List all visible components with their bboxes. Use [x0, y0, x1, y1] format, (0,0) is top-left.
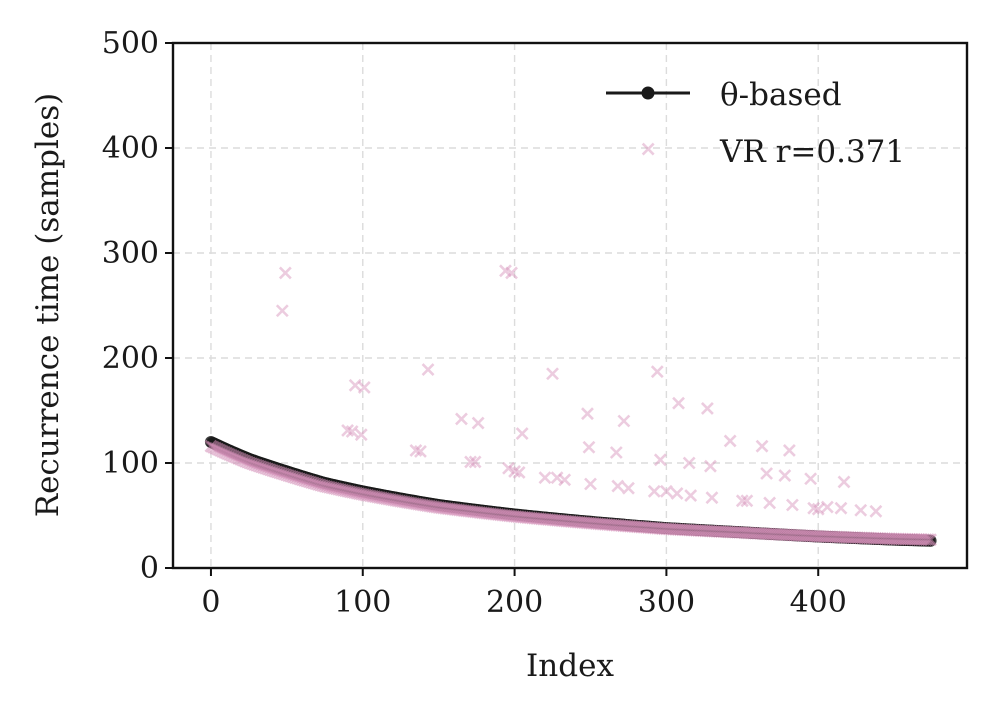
vr-point [609, 446, 623, 459]
vr-band-point [924, 533, 937, 547]
vr-point [807, 501, 821, 515]
vr-point [670, 487, 684, 500]
vr-point [785, 498, 799, 512]
vr-point [682, 456, 696, 470]
vr-point [672, 396, 685, 410]
vr-point [468, 455, 482, 469]
y-tick-label: 500 [102, 26, 159, 61]
vr-point [505, 266, 518, 280]
y-tick-label: 200 [102, 341, 159, 376]
vr-point [782, 443, 796, 457]
vr-point [837, 475, 851, 489]
x-tick-label: 300 [638, 585, 695, 620]
vr-band-point [921, 533, 935, 547]
vr-point [704, 459, 717, 473]
vr-point [581, 407, 594, 421]
vr-point [421, 363, 435, 376]
vr-point [811, 502, 825, 516]
grid-lines [173, 42, 967, 569]
vr-point [653, 453, 667, 467]
vr-point [455, 412, 468, 426]
vr-point [804, 472, 818, 486]
y-axis-ticks: 0 100 200 300 400 500 [102, 26, 173, 586]
vr-point [512, 466, 526, 479]
vr-point [471, 416, 485, 430]
legend-theta-marker [641, 86, 655, 100]
vr-point [348, 378, 362, 392]
vr-dense-band [204, 439, 937, 547]
vr-point [345, 425, 359, 438]
vr-point [700, 401, 714, 415]
vr-point [869, 504, 883, 518]
y-tick-label: 100 [102, 446, 159, 481]
vr-point [538, 471, 552, 485]
vr-point [755, 439, 769, 453]
vr-point [760, 467, 774, 480]
vr-point [546, 367, 559, 381]
vr-point [735, 494, 749, 508]
x-axis-ticks: 0 100 200 300 400 [201, 568, 847, 620]
vr-point [740, 494, 754, 508]
vr-point [357, 380, 371, 394]
y-tick-label: 400 [102, 131, 159, 166]
vr-point [558, 473, 572, 487]
vr-point [464, 455, 477, 469]
vr-point [550, 471, 564, 485]
vr-point [659, 484, 673, 498]
vr-point [414, 445, 427, 458]
vr-point [641, 142, 655, 156]
vr-point [582, 440, 596, 454]
x-tick-label: 200 [486, 585, 543, 620]
vr-point [622, 481, 635, 495]
vr-point [723, 434, 737, 448]
legend-vr-label: VR r=0.371 [719, 134, 905, 170]
vr-point [834, 501, 848, 515]
vr-point [650, 365, 664, 379]
vr-point [778, 469, 792, 483]
vr-point [275, 304, 289, 318]
plot-frame [171, 41, 969, 570]
x-tick-label: 0 [201, 585, 220, 620]
vr-point [684, 489, 698, 502]
vr-point [647, 484, 661, 498]
y-tick-label: 0 [140, 551, 159, 586]
vr-point [763, 496, 777, 510]
vr-point [409, 443, 423, 457]
legend-theta-label: θ-based [720, 77, 842, 113]
vr-point [499, 264, 512, 278]
vr-point [854, 503, 868, 517]
vr-series [275, 142, 883, 518]
vr-point [278, 266, 292, 280]
vr-point [611, 479, 625, 493]
y-tick-label: 300 [102, 236, 159, 271]
vr-point [515, 427, 529, 441]
x-axis-label: Index [526, 648, 614, 684]
vr-point [617, 414, 631, 428]
vr-point [502, 461, 515, 475]
y-axis-label: Recurrence time (samples) [30, 93, 66, 517]
x-tick-label: 100 [334, 585, 391, 620]
x-tick-label: 400 [790, 585, 847, 620]
vr-point [705, 491, 719, 505]
vr-point [341, 424, 355, 437]
legend: θ-based VR r=0.371 [606, 77, 905, 170]
theta-series [204, 436, 937, 547]
vr-point [584, 477, 597, 491]
vr-point [508, 464, 522, 478]
vr-point [354, 428, 368, 442]
vr-band-point [919, 533, 933, 546]
vr-point [820, 500, 834, 514]
